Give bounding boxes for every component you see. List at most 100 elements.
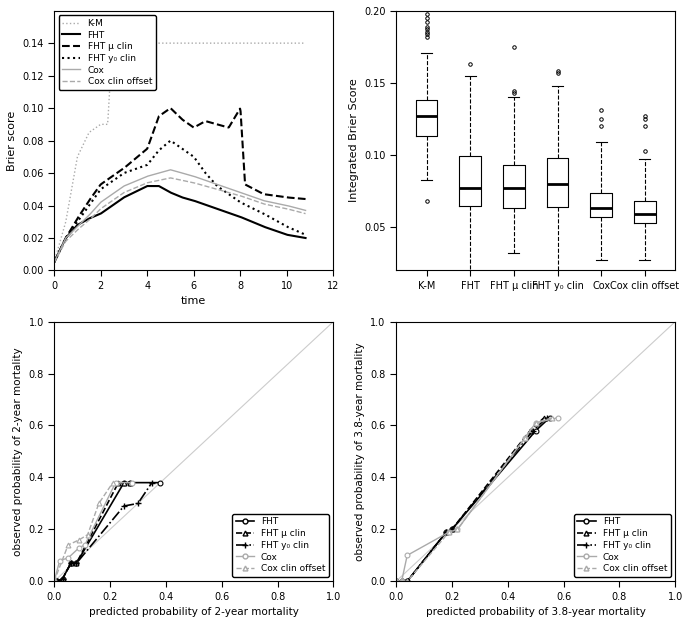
FHT μ clin: [200, 118, 208, 125]
Line: FHT: FHT: [52, 480, 163, 584]
FHT: [392, 578, 400, 585]
Cox: [403, 552, 411, 559]
FHT: [50, 258, 58, 266]
FHT: [257, 222, 265, 229]
Cox clin offset: [302, 210, 310, 217]
Cox: [392, 578, 400, 585]
FHT μ clin: [50, 578, 58, 585]
FHT y₀ clin: [403, 578, 411, 585]
Line: FHT y₀ clin: FHT y₀ clin: [393, 414, 550, 585]
Cox: [171, 167, 179, 175]
FHT: [50, 578, 58, 585]
Cox: [50, 258, 58, 266]
Cox clin offset: [186, 178, 195, 186]
Line: Cox: Cox: [54, 170, 306, 262]
FHT μ clin: [53, 578, 61, 585]
Cox: [56, 557, 64, 564]
Cox: [453, 525, 462, 533]
FHT μ clin: [397, 578, 406, 585]
Cox clin offset: [520, 435, 529, 442]
Cox clin offset: [453, 525, 462, 533]
FHT y₀ clin: [72, 560, 81, 567]
FHT μ clin: [403, 578, 411, 585]
Cox: [302, 207, 310, 214]
FHT y₀ clin: [120, 502, 128, 510]
Line: FHT μ clin: FHT μ clin: [54, 108, 306, 262]
Cox clin offset: [296, 208, 304, 216]
FHT μ clin: [72, 560, 81, 567]
FHT μ clin: [296, 195, 304, 202]
FHT y₀ clin: [59, 575, 67, 583]
Cox: [112, 479, 120, 486]
FHT: [171, 191, 179, 198]
Cox clin offset: [257, 199, 265, 207]
FHT μ clin: [170, 108, 178, 115]
FHT μ clin: [115, 479, 123, 486]
Cox clin offset: [445, 529, 453, 536]
FHT μ clin: [166, 104, 175, 112]
FHT μ clin: [126, 479, 134, 486]
FHT μ clin: [50, 258, 58, 266]
K-M: [296, 39, 304, 47]
Cox: [186, 172, 195, 179]
Cox: [531, 419, 540, 427]
Cox clin offset: [108, 479, 117, 486]
FHT: [53, 578, 61, 585]
FHT: [296, 233, 304, 241]
FHT: [120, 479, 128, 486]
FHT y₀ clin: [529, 427, 537, 434]
FHT: [546, 414, 554, 421]
FHT: [67, 560, 75, 567]
FHT: [200, 200, 208, 208]
FHT: [144, 182, 152, 190]
FHT μ clin: [526, 427, 534, 434]
K-M: [257, 39, 265, 47]
Cox clin offset: [95, 500, 103, 507]
FHT μ clin: [540, 414, 549, 421]
Cox: [128, 479, 137, 486]
Y-axis label: observed probability of 2-year mortality: observed probability of 2-year mortality: [13, 347, 23, 556]
FHT μ clin: [186, 122, 195, 129]
FHT μ clin: [171, 109, 179, 117]
Cox: [397, 578, 406, 585]
K-M: [50, 258, 58, 266]
Line: FHT y₀ clin: FHT y₀ clin: [54, 140, 306, 262]
X-axis label: predicted probability of 3.8-year mortality: predicted probability of 3.8-year mortal…: [426, 607, 646, 617]
Legend: FHT, FHT μ clin, FHT y₀ clin, Cox, Cox clin offset: FHT, FHT μ clin, FHT y₀ clin, Cox, Cox c…: [574, 514, 671, 577]
Cox clin offset: [171, 175, 179, 183]
FHT μ clin: [442, 529, 451, 536]
Cox clin offset: [392, 578, 400, 585]
FHT y₀ clin: [397, 578, 406, 585]
Line: FHT: FHT: [54, 186, 306, 262]
K-M: [170, 39, 178, 47]
Line: FHT μ clin: FHT μ clin: [393, 415, 546, 584]
Line: FHT y₀ clin: FHT y₀ clin: [51, 479, 155, 585]
Cox: [166, 166, 175, 173]
Cox: [520, 435, 529, 442]
FHT: [72, 560, 81, 567]
Cox: [200, 176, 208, 183]
FHT μ clin: [257, 189, 265, 197]
FHT μ clin: [120, 479, 128, 486]
FHT: [448, 525, 456, 533]
FHT: [442, 529, 451, 536]
FHT μ clin: [302, 195, 310, 203]
FHT: [186, 196, 195, 203]
Cox clin offset: [83, 531, 92, 539]
Line: Cox clin offset: Cox clin offset: [52, 480, 115, 584]
K-M: [108, 39, 117, 47]
FHT: [403, 578, 411, 585]
Cox: [257, 196, 265, 203]
Cox: [75, 544, 83, 552]
Y-axis label: Brier score: Brier score: [7, 110, 17, 171]
Line: Cox: Cox: [52, 480, 135, 584]
FHT y₀ clin: [257, 208, 265, 216]
X-axis label: time: time: [181, 296, 206, 306]
Cox: [554, 414, 562, 421]
FHT: [397, 578, 406, 585]
FHT y₀ clin: [170, 139, 178, 147]
K-M: [171, 39, 179, 47]
FHT y₀ clin: [442, 529, 451, 536]
FHT μ clin: [392, 578, 400, 585]
Y-axis label: Integrated Brier Score: Integrated Brier Score: [348, 79, 359, 202]
